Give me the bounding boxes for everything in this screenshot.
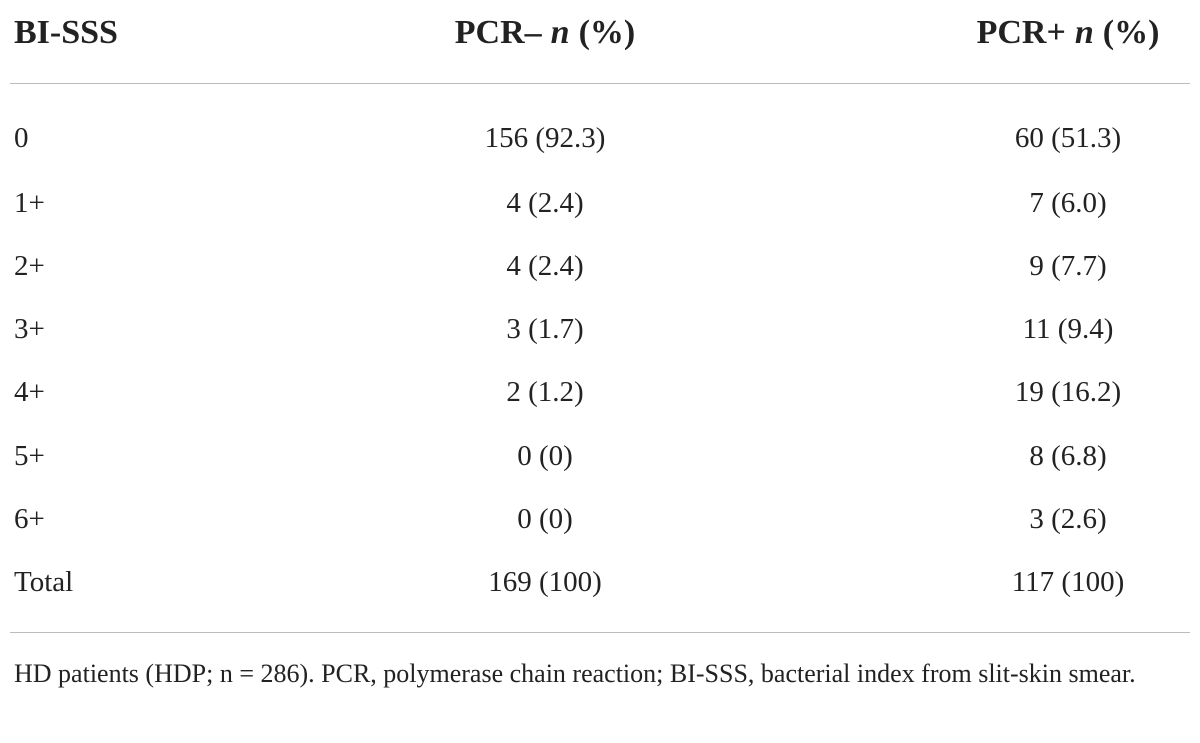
bottom-rule bbox=[10, 632, 1190, 633]
footnote: HD patients (HDP; n = 286). PCR, polymer… bbox=[14, 659, 1136, 688]
column-header: BI-SSS bbox=[14, 16, 118, 50]
column-header: PCR+ n (%) bbox=[977, 16, 1160, 50]
header-text: (%) bbox=[1102, 14, 1160, 51]
table-cell: 8 (6.8) bbox=[1029, 440, 1107, 472]
table-cell: 11 (9.4) bbox=[1022, 313, 1114, 345]
row-label: 5+ bbox=[14, 440, 45, 472]
table-cell: 19 (16.2) bbox=[1014, 376, 1122, 408]
row-label: 6+ bbox=[14, 503, 45, 535]
header-text: PCR– bbox=[454, 14, 542, 51]
row-label: 1+ bbox=[14, 187, 45, 219]
row-label: 2+ bbox=[14, 250, 45, 282]
table-cell: 0 (0) bbox=[517, 503, 573, 535]
header-text: (%) bbox=[578, 14, 636, 51]
header-text: n bbox=[550, 14, 570, 51]
table-cell: 0 (0) bbox=[517, 440, 573, 472]
table-cell: 169 (100) bbox=[488, 566, 602, 598]
table-cell: 7 (6.0) bbox=[1029, 187, 1107, 219]
header-text: n bbox=[1074, 14, 1094, 51]
table-cell: 3 (2.6) bbox=[1029, 503, 1107, 535]
table-cell: 3 (1.7) bbox=[506, 313, 584, 345]
table-cell: 156 (92.3) bbox=[484, 122, 606, 154]
row-label: Total bbox=[14, 566, 74, 598]
header-text: PCR+ bbox=[976, 14, 1066, 51]
row-label: 3+ bbox=[14, 313, 45, 345]
table-cell: 9 (7.7) bbox=[1029, 250, 1107, 282]
row-label: 4+ bbox=[14, 376, 45, 408]
header-text: BI-SSS bbox=[14, 14, 118, 51]
column-header: PCR– n (%) bbox=[455, 16, 635, 50]
table-cell: 4 (2.4) bbox=[506, 187, 584, 219]
table-cell: 2 (1.2) bbox=[506, 376, 584, 408]
row-label: 0 bbox=[14, 122, 29, 154]
table-cell: 117 (100) bbox=[1011, 566, 1125, 598]
table-cell: 4 (2.4) bbox=[506, 250, 584, 282]
table-cell: 60 (51.3) bbox=[1014, 122, 1122, 154]
header-rule bbox=[10, 83, 1190, 84]
